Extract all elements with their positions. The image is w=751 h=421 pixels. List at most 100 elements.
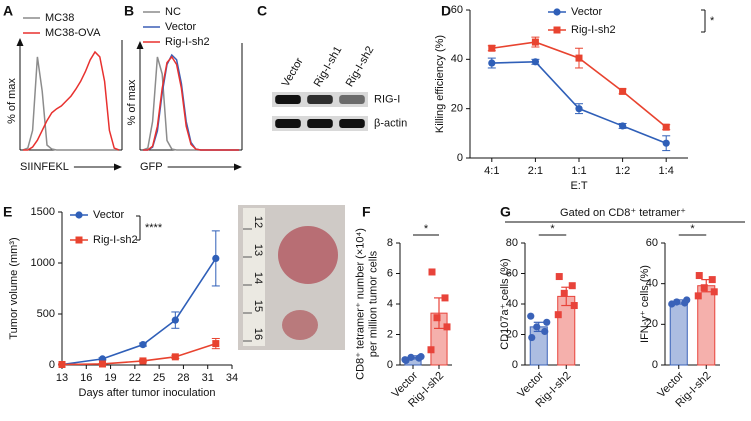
y-tick-label: 0 — [49, 359, 55, 371]
tumor — [282, 310, 318, 340]
x-axis-label: Days after tumor inoculation — [79, 387, 216, 399]
band — [307, 119, 333, 128]
marker — [407, 353, 415, 361]
legend-label: Rig-I-sh2 — [165, 36, 210, 48]
marker — [575, 105, 583, 113]
marker — [575, 54, 583, 62]
band — [275, 95, 301, 104]
marker — [695, 272, 703, 280]
y-axis-label: % of max — [126, 79, 138, 125]
marker — [428, 268, 436, 276]
density-curve — [143, 55, 239, 151]
group-header: Gated on CD8⁺ tetramer⁺ — [560, 207, 686, 219]
tumor — [278, 226, 338, 284]
marker — [673, 298, 681, 306]
marker — [554, 311, 562, 319]
y-axis-label: CD107a⁺ cells (%) — [499, 258, 511, 349]
y-tick-label: 0 — [652, 359, 658, 371]
y-tick-label: 0 — [457, 152, 463, 164]
density-curve — [143, 53, 239, 151]
y-tick-label: 60 — [646, 237, 658, 249]
significance-label: * — [710, 15, 715, 27]
marker — [75, 211, 83, 219]
marker — [708, 276, 716, 284]
x-axis-label: GFP — [140, 161, 163, 173]
x-tick-label: 4:1 — [484, 165, 499, 177]
significance-label: * — [690, 223, 695, 235]
x-tick-label: 22 — [129, 372, 141, 384]
y-axis-label: % of max — [6, 78, 18, 124]
marker — [568, 282, 576, 290]
lane-label: Vector — [280, 56, 306, 89]
marker — [417, 353, 425, 361]
marker — [710, 288, 718, 296]
marker — [533, 323, 541, 331]
panel-letter: G — [500, 204, 511, 220]
density-curve — [23, 50, 120, 151]
marker — [555, 273, 563, 281]
y-tick-label: 1500 — [31, 206, 55, 218]
y-tick-label: 40 — [506, 298, 518, 310]
y-axis-label: IFN-γ⁺ cells (%) — [639, 265, 651, 343]
bar — [669, 301, 688, 366]
y-tick-label: 20 — [646, 318, 658, 330]
ruler-label: 14 — [252, 272, 264, 284]
row-label: RIG-I — [374, 93, 400, 105]
x-tick-label: 16 — [80, 372, 92, 384]
x-tick-label: 19 — [104, 372, 116, 384]
y-tick-label: 40 — [646, 278, 658, 290]
marker — [488, 44, 496, 52]
marker — [662, 139, 670, 147]
y-tick-label: 80 — [506, 237, 518, 249]
marker — [694, 292, 702, 300]
marker — [531, 38, 539, 46]
marker — [433, 314, 441, 322]
marker — [212, 340, 220, 348]
legend-label: NC — [165, 6, 181, 18]
ruler-label: 13 — [252, 244, 264, 256]
significance-label: **** — [145, 222, 163, 234]
marker — [683, 296, 691, 304]
x-tick-label: 1:4 — [659, 165, 674, 177]
legend-label: MC38-OVA — [45, 27, 101, 39]
arrow-head — [234, 163, 242, 171]
band — [339, 95, 365, 104]
marker — [662, 123, 670, 131]
marker — [528, 333, 536, 342]
significance-label: * — [424, 223, 429, 235]
legend-label: Vector — [571, 6, 603, 18]
tumor-photo — [238, 205, 345, 350]
ruler-label: 15 — [252, 300, 264, 312]
band — [275, 119, 301, 128]
y-tick-label: 0 — [387, 359, 393, 371]
marker — [58, 360, 66, 368]
lane-label: Rig-I-sh1 — [312, 44, 345, 89]
ruler — [243, 208, 265, 346]
y-tick-label: 1000 — [31, 257, 55, 269]
x-tick-label: 34 — [226, 372, 238, 384]
arrow-head — [16, 38, 24, 46]
band — [307, 95, 333, 104]
marker — [75, 236, 83, 244]
marker — [531, 58, 540, 66]
row-label: β-actin — [374, 117, 407, 129]
marker — [171, 353, 179, 361]
y-tick-label: 8 — [387, 237, 393, 249]
y-axis-label: Tumor volume (mm³) — [8, 237, 20, 339]
panel-letter: B — [124, 3, 134, 19]
x-tick-label: 1:2 — [615, 165, 630, 177]
legend-label: MC38 — [45, 12, 74, 24]
x-tick-label: 13 — [56, 372, 68, 384]
y-axis-label: per million tumor cells — [367, 250, 379, 357]
panel-letter: E — [3, 204, 12, 220]
marker — [527, 312, 535, 320]
legend-label: Vector — [165, 21, 197, 33]
arrow-head — [136, 41, 144, 49]
band — [339, 119, 365, 128]
marker — [619, 122, 627, 130]
marker — [560, 289, 568, 297]
ruler-label: 16 — [252, 328, 264, 340]
lane-label: Rig-I-sh2 — [344, 44, 377, 89]
marker — [212, 254, 220, 263]
x-tick-label: 31 — [202, 372, 214, 384]
